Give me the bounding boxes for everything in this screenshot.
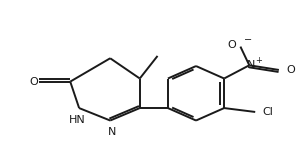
Text: O: O [227,40,236,50]
Text: HN: HN [68,115,85,125]
Text: O: O [29,77,38,87]
Text: Cl: Cl [263,107,274,117]
Text: N: N [246,60,255,70]
Text: O: O [286,65,295,75]
Text: −: − [244,35,252,45]
Text: N: N [108,127,116,137]
Text: +: + [256,56,263,65]
